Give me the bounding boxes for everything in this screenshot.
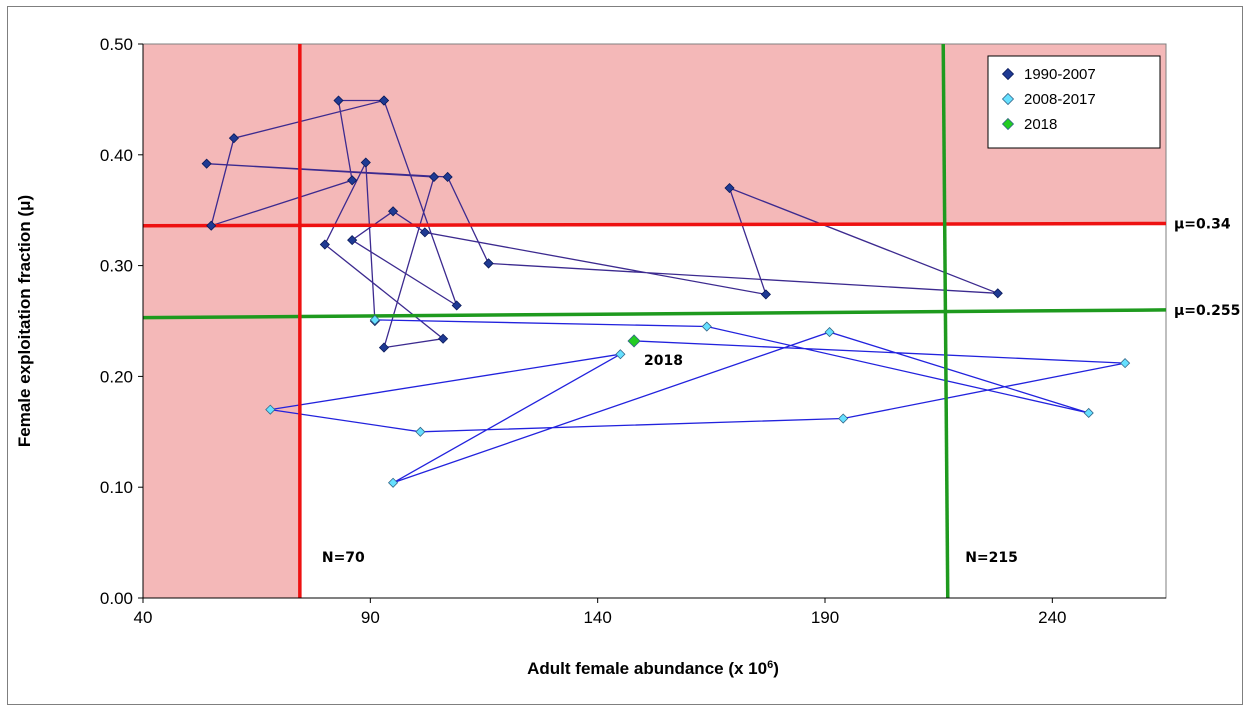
y-tick-label-0: 0.00	[100, 589, 133, 608]
series-0-point-4	[228, 133, 239, 144]
series-0-point-15	[442, 171, 453, 183]
series-0-point-14	[483, 258, 494, 269]
x-tick-label-4: 240	[1038, 608, 1066, 627]
legend-box	[987, 55, 1161, 149]
series-0-point-9	[419, 227, 430, 238]
annotation-0: 2018	[644, 353, 683, 369]
legend: 1990-2007 2008-2017 2018	[987, 55, 1161, 149]
series-2-point-0	[627, 334, 641, 348]
y-tick-label-4: 0.40	[100, 146, 133, 165]
series-1-point-3	[824, 327, 835, 338]
y-tick-label-2: 0.20	[100, 367, 133, 386]
legend-label-1: 2008-2017	[1024, 91, 1096, 108]
series-0-point-21	[360, 157, 371, 168]
y-tick-label-5: 0.50	[100, 35, 133, 54]
y-axis-title: Female exploitation fraction (μ)	[15, 195, 34, 447]
legend-label-0: 1990-2007	[1024, 66, 1096, 83]
x-tick-label-1: 90	[361, 608, 380, 627]
series-0-point-1	[333, 95, 344, 106]
series-0-point-7	[347, 235, 358, 246]
series-0-point-5	[378, 95, 390, 106]
series-0-point-20	[319, 239, 330, 250]
ref-line-1	[142, 308, 1167, 320]
series-0-point-3	[206, 220, 217, 231]
x-tick-label-3: 190	[811, 608, 839, 627]
series-line-1	[270, 319, 1126, 484]
legend-marker-2	[1001, 117, 1015, 131]
series-0-point-10	[760, 289, 771, 300]
series-0-point-2	[347, 175, 358, 186]
series-0-point-19	[438, 333, 449, 344]
x-axis-title: Adult female abundance (x 106)	[527, 659, 779, 678]
ref-line-0	[142, 221, 1167, 228]
ref-line-label-2: N=70	[322, 550, 365, 566]
series-line-0	[206, 99, 999, 349]
series-markers	[201, 95, 1131, 488]
series-1-point-1	[701, 321, 712, 332]
series-1-point-5	[615, 349, 626, 360]
series-0-point-11	[724, 182, 735, 194]
x-tick-label-2: 140	[583, 608, 611, 627]
annotations: μ=0.34 μ=0.255 N=70 N=215 2018	[322, 216, 1240, 566]
series-1-point-9	[1120, 358, 1131, 369]
legend-label-2: 2018	[1024, 116, 1057, 133]
y-tick-label-3: 0.30	[100, 257, 133, 276]
series-0-point-17	[428, 171, 440, 183]
shaded-region-0	[143, 44, 300, 598]
axes: 40 90 140 190 240 0.00 0.10 0.20 0.30 0.40 0.50	[100, 35, 1166, 627]
series-1-point-4	[388, 477, 399, 488]
series-0-point-6	[451, 300, 462, 311]
series-0-point-8	[388, 206, 399, 217]
ref-line-label-1: μ=0.255	[1174, 303, 1240, 319]
series-0-point-12	[992, 288, 1003, 299]
series-0-point-18	[378, 342, 390, 353]
ref-line-3	[941, 43, 950, 599]
series-1-point-0	[369, 314, 380, 325]
series-1-point-8	[838, 413, 849, 424]
ref-line-label-0: μ=0.34	[1174, 216, 1231, 232]
legend-marker-1	[1001, 92, 1015, 106]
x-tick-label-0: 40	[134, 608, 153, 627]
y-tick-label-1: 0.10	[100, 478, 133, 497]
series-0-point-16	[201, 158, 212, 169]
series-1-point-6	[265, 404, 276, 415]
ref-line-label-3: N=215	[965, 550, 1018, 566]
reference-lines	[142, 43, 1167, 599]
series-1-point-7	[415, 426, 426, 437]
legend-marker-0	[1001, 67, 1015, 81]
series-1-point-2	[1083, 407, 1094, 419]
